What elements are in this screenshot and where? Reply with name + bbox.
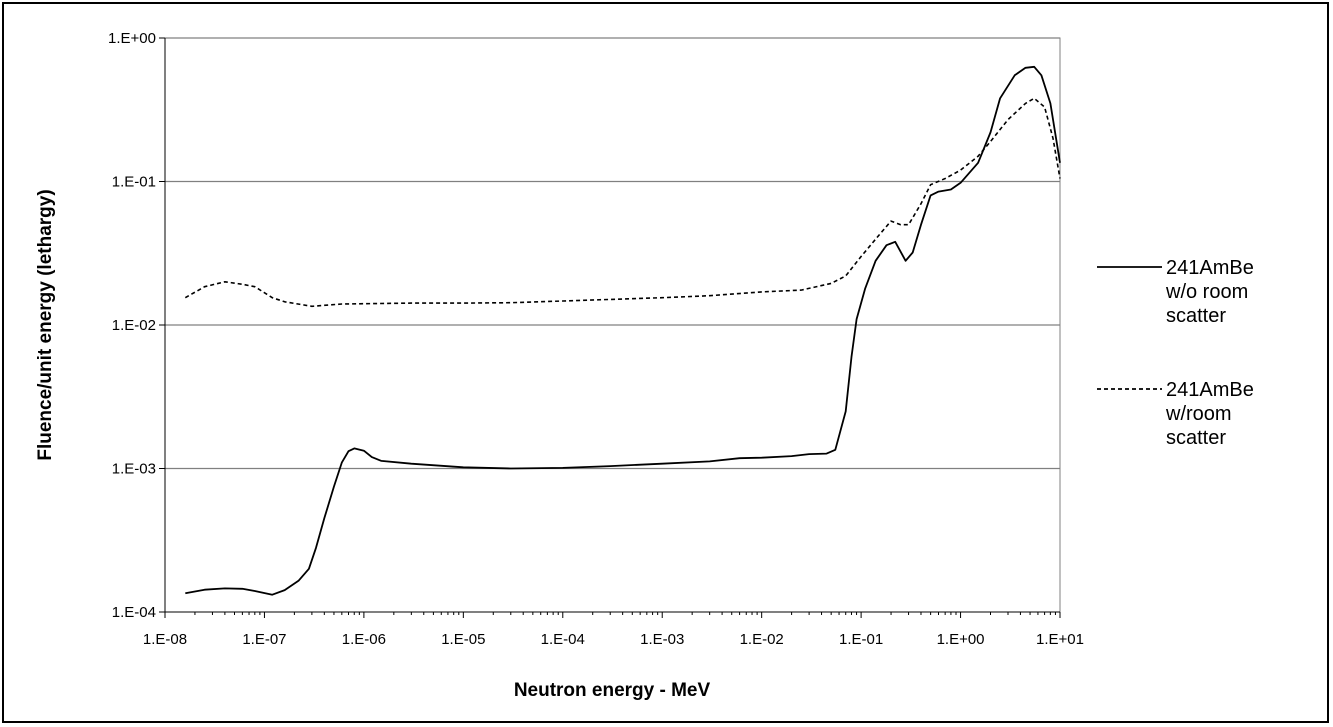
- y-tick-label: 1.E-03: [112, 461, 156, 478]
- legend-label-1: w/o room: [1165, 281, 1248, 303]
- x-tick-label: 1.E-01: [839, 631, 883, 648]
- y-tick-label: 1.E-01: [112, 174, 156, 191]
- x-tick-label: 1.E-08: [143, 631, 187, 648]
- y-tick-label: 1.E+00: [108, 30, 156, 47]
- y-axis: 1.E-04 1.E-03 1.E-02 1.E-01 1.E+00: [108, 30, 165, 621]
- y-tick-label: 1.E-04: [112, 604, 156, 621]
- y-tick-label: 1.E-02: [112, 317, 156, 334]
- legend-label-2: 241AmBe: [1166, 379, 1254, 401]
- legend-label-2: scatter: [1166, 427, 1226, 449]
- x-tick-label: 1.E-05: [441, 631, 485, 648]
- x-tick-label: 1.E-03: [640, 631, 684, 648]
- x-tick-label: 1.E-06: [342, 631, 386, 648]
- x-tick-label: 1.E-02: [740, 631, 784, 648]
- legend-label-1: scatter: [1166, 305, 1226, 327]
- x-axis-title: Neutron energy - MeV: [514, 680, 711, 701]
- y-axis-title: Fluence/unit energy (lethargy): [35, 189, 56, 460]
- x-tick-label: 1.E+01: [1036, 631, 1084, 648]
- x-tick-label: 1.E-04: [541, 631, 585, 648]
- x-tick-label: 1.E+00: [937, 631, 985, 648]
- legend-label-1: 241AmBe: [1166, 257, 1254, 279]
- legend-label-2: w/room: [1165, 403, 1232, 425]
- x-axis: 1.E-08 1.E-07 1.E-06 1.E-05 1.E-04 1.E-03 1.E-…: [143, 612, 1084, 648]
- x-tick-label: 1.E-07: [242, 631, 286, 648]
